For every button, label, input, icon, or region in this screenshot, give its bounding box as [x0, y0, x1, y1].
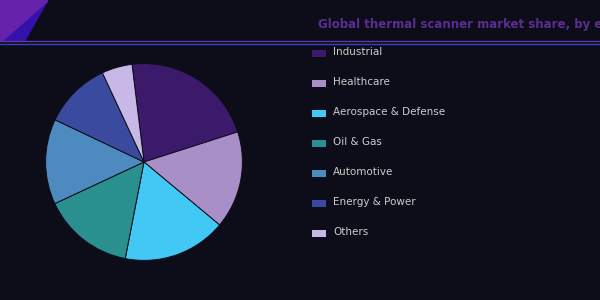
Text: Energy & Power: Energy & Power [333, 197, 416, 207]
Text: Industrial: Industrial [333, 47, 382, 57]
Polygon shape [0, 0, 48, 42]
Text: Automotive: Automotive [333, 167, 394, 177]
Wedge shape [103, 64, 144, 162]
Polygon shape [0, 0, 48, 42]
Wedge shape [144, 132, 242, 225]
Wedge shape [125, 162, 220, 260]
Wedge shape [55, 162, 144, 259]
Wedge shape [46, 120, 144, 204]
Wedge shape [55, 73, 144, 162]
Text: Oil & Gas: Oil & Gas [333, 137, 382, 147]
Wedge shape [132, 64, 238, 162]
Text: Aerospace & Defense: Aerospace & Defense [333, 107, 445, 117]
Text: Others: Others [333, 227, 368, 237]
Text: Global thermal scanner market share, by end use, 2019 (%): Global thermal scanner market share, by … [318, 18, 600, 31]
Text: Healthcare: Healthcare [333, 77, 390, 87]
